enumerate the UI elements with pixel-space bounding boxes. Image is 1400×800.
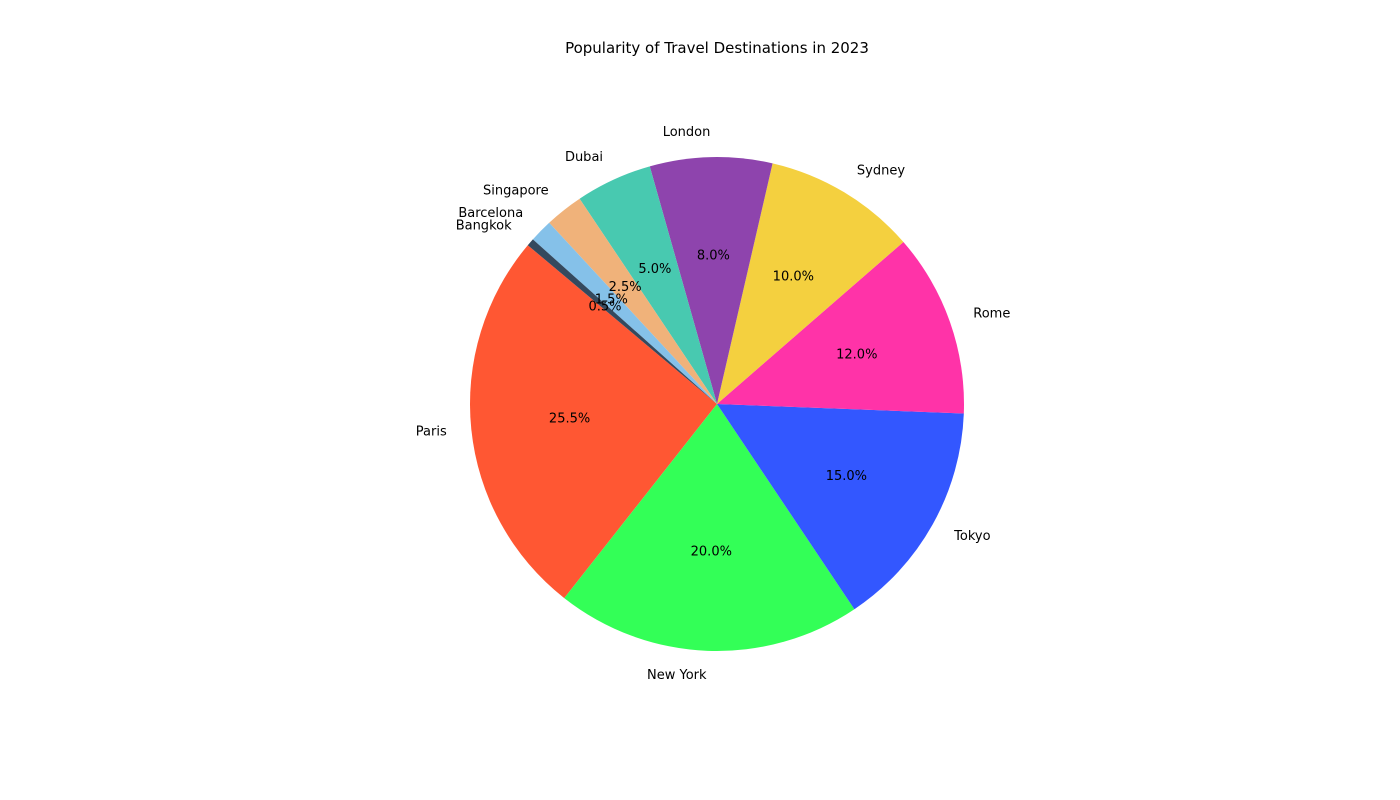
slice-value-sydney: 10.0% — [773, 269, 814, 284]
slice-label-tokyo: Tokyo — [953, 529, 990, 544]
slice-label-new-york: New York — [647, 668, 707, 683]
slice-value-barcelona: 1.5% — [595, 293, 628, 308]
slice-label-barcelona: Barcelona — [458, 206, 523, 221]
slice-value-new-york: 20.0% — [691, 545, 732, 560]
chart-title: Popularity of Travel Destinations in 202… — [565, 39, 869, 57]
slice-sydney — [717, 163, 904, 404]
slice-paris — [470, 245, 717, 599]
slice-value-paris: 25.5% — [549, 412, 590, 427]
slice-label-london: London — [663, 125, 711, 140]
slice-label-dubai: Dubai — [565, 150, 603, 165]
slice-dubai — [579, 166, 717, 404]
slice-new-york — [564, 404, 855, 652]
slice-value-dubai: 5.0% — [638, 262, 671, 277]
slice-value-london: 8.0% — [697, 248, 730, 263]
slice-value-singapore: 2.5% — [609, 280, 642, 295]
slice-singapore — [549, 198, 717, 404]
slice-value-bangkok: 0.5% — [588, 299, 621, 314]
pie-slices — [470, 156, 964, 652]
slice-label-rome: Rome — [973, 306, 1010, 321]
slice-bangkok — [527, 239, 717, 404]
slice-value-rome: 12.0% — [836, 347, 877, 362]
slice-rome — [717, 241, 964, 414]
slice-tokyo — [717, 404, 964, 610]
slice-label-sydney: Sydney — [857, 164, 905, 179]
slice-label-paris: Paris — [416, 424, 447, 439]
slice-label-singapore: Singapore — [483, 183, 549, 198]
slice-value-tokyo: 15.0% — [826, 469, 867, 484]
slice-barcelona — [532, 222, 717, 404]
pie-labels: Paris 25.5% New York 20.0% Tokyo 15.0% Rome 12.… — [416, 125, 1011, 683]
slice-london — [649, 156, 773, 404]
slice-label-bangkok: Bangkok — [456, 219, 512, 234]
